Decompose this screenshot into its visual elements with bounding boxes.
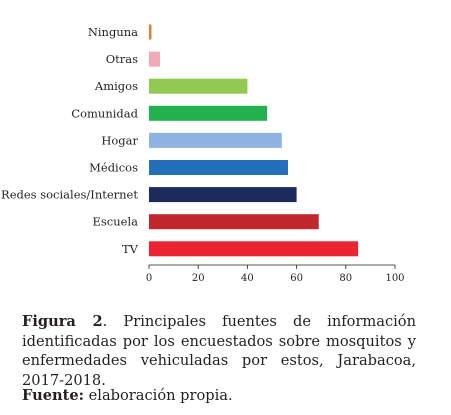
bar-comunidad xyxy=(149,105,268,121)
category-label: Ninguna xyxy=(88,25,138,39)
category-label: Otras xyxy=(106,52,138,66)
bar-otras xyxy=(149,51,161,67)
source-text: elaboración propia. xyxy=(84,387,233,404)
bar-chart: Ninguna Otras Amigos Comunidad Hogar Médicos R… xyxy=(1,24,405,284)
bar-tv xyxy=(149,241,359,257)
x-tick-label: 100 xyxy=(385,273,404,284)
x-tick-label: 80 xyxy=(339,273,352,284)
category-label: Redes sociales/Internet xyxy=(1,188,138,202)
category-label: TV xyxy=(122,242,139,256)
figure-source: Fuente: elaboración propia. xyxy=(22,386,422,405)
source-label: Fuente: xyxy=(22,387,85,404)
caption-text: . Principales fuentes de información ide… xyxy=(22,313,416,389)
x-tick-label: 20 xyxy=(192,273,205,284)
category-label: Amigos xyxy=(94,79,138,93)
bar-médicos xyxy=(149,160,288,175)
x-tick-label: 40 xyxy=(241,273,254,284)
x-tick-label: 60 xyxy=(290,273,303,284)
category-labels: Ninguna Otras Amigos Comunidad Hogar Médicos R… xyxy=(1,25,139,256)
bars-group xyxy=(149,24,359,257)
caption-label: Figura 2 xyxy=(22,313,103,330)
category-label: Comunidad xyxy=(71,106,138,120)
bar-amigos xyxy=(149,78,248,94)
category-label: Médicos xyxy=(89,161,138,175)
category-label: Hogar xyxy=(101,133,138,147)
bar-ninguna xyxy=(149,24,152,40)
x-tick-label: 0 xyxy=(146,273,152,284)
figure-caption: Figura 2. Principales fuentes de informa… xyxy=(22,312,416,390)
x-ticks: 0 20 40 60 80 100 xyxy=(146,265,405,284)
category-label: Escuela xyxy=(93,215,139,229)
bar-escuela xyxy=(149,214,319,230)
bar-hogar xyxy=(149,132,282,148)
bar-redes-sociales-internet xyxy=(149,187,297,203)
